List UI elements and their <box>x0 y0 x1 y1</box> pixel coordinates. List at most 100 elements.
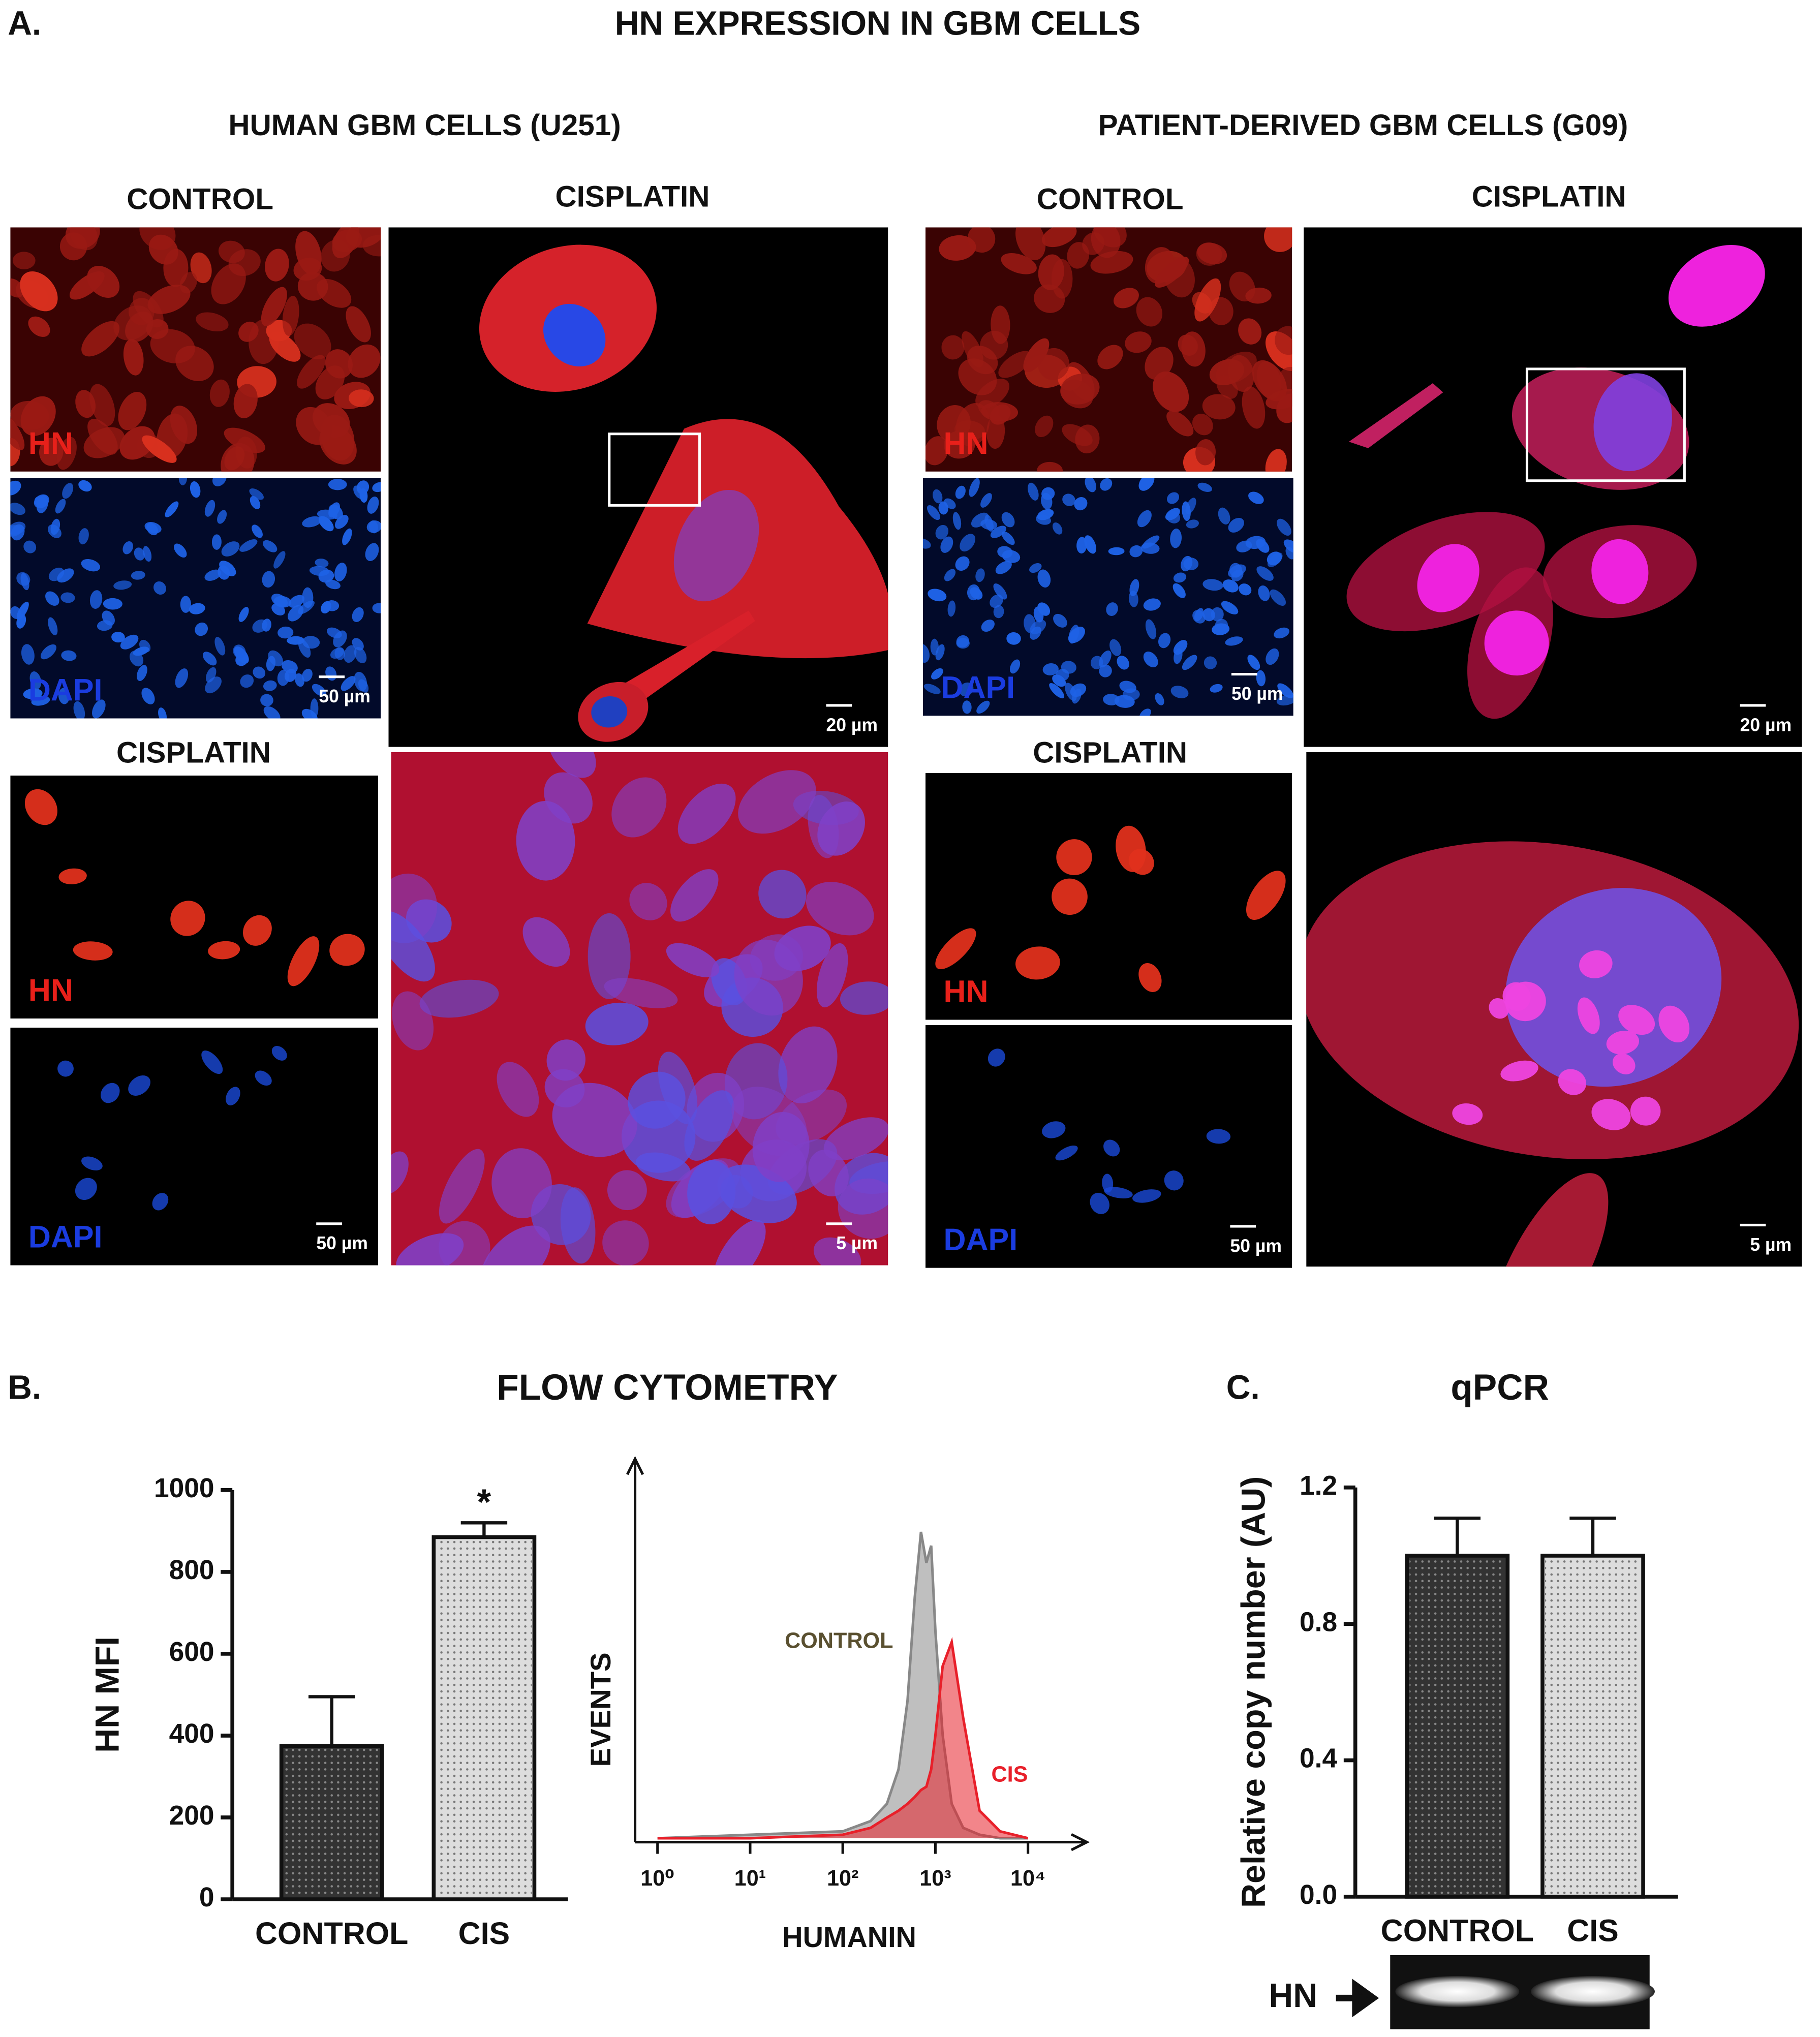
cell <box>955 485 966 499</box>
cell <box>1029 563 1042 573</box>
cell <box>174 543 187 558</box>
cell <box>939 235 976 261</box>
cell <box>136 665 147 681</box>
cell <box>720 1175 753 1209</box>
cell <box>970 587 983 600</box>
cell <box>24 789 57 825</box>
cell <box>1136 297 1163 327</box>
cell <box>165 501 179 517</box>
cell <box>1247 655 1260 670</box>
series-label: CONTROL <box>785 1628 893 1653</box>
cell <box>925 436 948 466</box>
cell <box>1153 371 1189 412</box>
cell <box>1211 607 1224 622</box>
cell <box>611 777 667 838</box>
cell <box>1137 510 1152 528</box>
cell <box>1173 572 1187 583</box>
column-title: CISPLATIN <box>1472 180 1626 213</box>
cell <box>391 873 438 943</box>
cell <box>591 696 628 728</box>
cell <box>317 279 352 308</box>
cell <box>1577 997 1600 1034</box>
cell <box>204 500 215 517</box>
cell <box>147 285 191 314</box>
stain-label: DAPI <box>941 670 1015 704</box>
cell <box>201 1050 223 1074</box>
cell <box>607 1170 647 1211</box>
cell <box>20 573 29 591</box>
cell <box>923 684 941 694</box>
cell <box>1001 253 1037 274</box>
cell <box>238 321 259 342</box>
group-title: HUMAN GBM CELLS (U251) <box>228 109 621 142</box>
cell <box>935 644 945 661</box>
cell <box>113 580 132 590</box>
scale-label: 5 µm <box>1750 1234 1792 1255</box>
cell <box>16 614 26 629</box>
cell <box>1246 871 1286 920</box>
cell <box>224 427 265 453</box>
cell <box>334 563 347 582</box>
cell <box>1197 242 1227 265</box>
cell <box>260 694 273 706</box>
cell <box>332 227 359 258</box>
cell <box>1618 1005 1655 1035</box>
cell <box>1274 627 1289 639</box>
cell <box>1212 623 1230 635</box>
cell <box>439 1221 490 1266</box>
cell <box>221 443 255 472</box>
y-tick-label: 800 <box>169 1555 214 1585</box>
cell <box>1277 518 1291 536</box>
cell <box>673 489 759 602</box>
cell <box>817 801 865 856</box>
cell <box>262 571 275 588</box>
cell <box>23 688 43 699</box>
cell <box>940 536 953 553</box>
cell <box>1484 610 1549 676</box>
cell <box>1277 683 1293 698</box>
cell <box>1593 373 1672 472</box>
cell <box>1052 674 1066 687</box>
cell <box>139 227 176 250</box>
cell <box>922 643 930 663</box>
x-tick-label: 10⁰ <box>640 1866 674 1891</box>
cell <box>604 978 678 1008</box>
cell <box>158 707 167 719</box>
cell <box>277 626 294 639</box>
cell <box>1076 537 1087 554</box>
cell <box>628 1071 686 1129</box>
cell <box>348 344 381 378</box>
cell <box>282 296 299 336</box>
cell <box>927 505 940 520</box>
cell <box>991 305 1010 344</box>
cell <box>81 1156 103 1170</box>
cell <box>1036 514 1051 525</box>
cell <box>83 427 125 458</box>
cell <box>1062 493 1075 506</box>
cell <box>684 1090 734 1161</box>
cell <box>1658 1005 1690 1043</box>
cell <box>1192 610 1206 624</box>
micrograph <box>388 227 888 747</box>
panel-title: qPCR <box>1451 1367 1549 1408</box>
cell <box>391 1151 409 1194</box>
cell <box>271 1046 287 1061</box>
y-tick-label: 0.0 <box>1300 1880 1337 1910</box>
scale-label: 50 µm <box>1230 1236 1281 1256</box>
y-tick-label: 0 <box>199 1882 214 1912</box>
cell <box>552 1083 637 1157</box>
cell <box>990 594 1003 608</box>
cell <box>81 559 101 572</box>
x-axis <box>635 1833 1090 1851</box>
cell <box>1194 278 1221 322</box>
cell <box>78 480 92 492</box>
cell <box>130 651 144 667</box>
cell <box>10 278 24 298</box>
cell <box>102 610 115 626</box>
cell <box>1074 497 1088 511</box>
cell <box>309 566 329 576</box>
cell <box>993 605 1004 619</box>
cell <box>1182 501 1191 521</box>
cell <box>1500 1060 1538 1082</box>
cell <box>1489 1173 1609 1267</box>
